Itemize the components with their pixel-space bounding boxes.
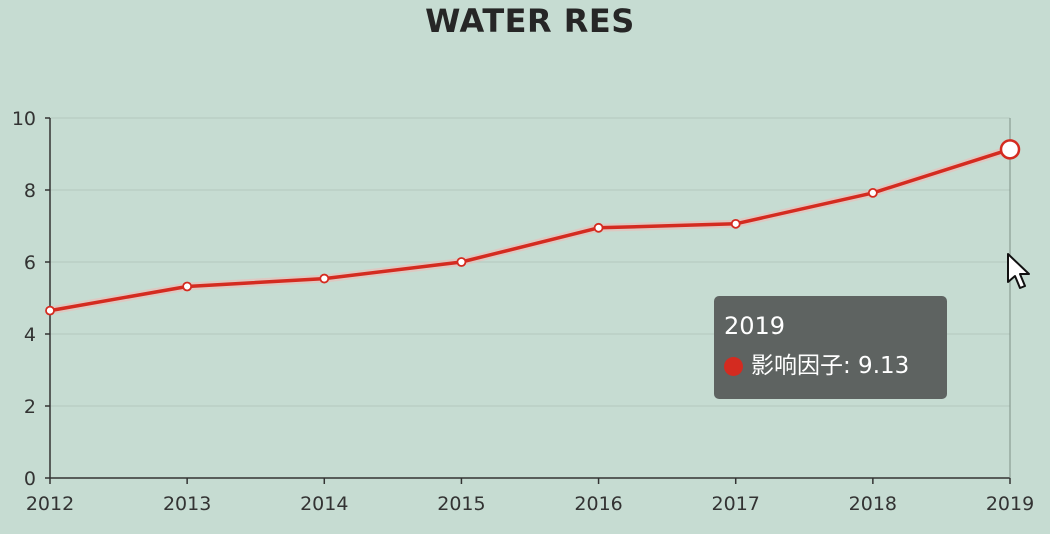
x-tick-label-2012: 2012 — [26, 493, 74, 515]
tooltip-series-marker — [724, 356, 743, 376]
y-tick-label-6: 6 — [24, 252, 36, 274]
chart-title: WATER RES — [425, 2, 635, 40]
data-points[interactable] — [45, 139, 1021, 316]
mouse-pointer-icon — [1007, 253, 1030, 289]
data-point-2013[interactable] — [182, 281, 193, 292]
data-point-2017[interactable] — [730, 218, 741, 229]
tooltip-row: 影响因子: 9.13 — [724, 350, 937, 382]
tooltip-series-value: 影响因子: 9.13 — [751, 353, 910, 379]
x-tick-label-2016: 2016 — [574, 493, 622, 515]
x-tick-label-2018: 2018 — [849, 493, 897, 515]
x-tick-labels: 2012 2013 2014 2015 2016 2017 2018 2019 — [26, 493, 1034, 515]
x-tick-label-2019: 2019 — [986, 493, 1034, 515]
data-point-2014[interactable] — [319, 273, 330, 284]
x-tick-label-2013: 2013 — [163, 493, 211, 515]
y-tick-label-2: 2 — [24, 396, 36, 418]
y-tick-labels: 0 2 4 6 8 10 — [12, 108, 36, 490]
y-tick-label-0: 0 — [24, 468, 36, 490]
x-tick-label-2017: 2017 — [712, 493, 760, 515]
data-point-2018[interactable] — [867, 187, 878, 198]
series-line[interactable] — [46, 145, 1014, 315]
y-tick-label-4: 4 — [24, 324, 36, 346]
y-tick-label-10: 10 — [12, 108, 36, 130]
grid-lines — [50, 117, 1010, 407]
y-tick-label-8: 8 — [24, 180, 36, 202]
x-tick-label-2015: 2015 — [437, 493, 485, 515]
tooltip-title: 2019 — [724, 312, 786, 340]
data-point-2016[interactable] — [593, 222, 604, 233]
data-point-2019[interactable] — [999, 139, 1021, 160]
data-point-2012[interactable] — [45, 305, 55, 316]
series-line-path[interactable] — [48, 147, 1012, 313]
axes — [45, 117, 1011, 484]
data-point-2015[interactable] — [456, 257, 467, 267]
x-tick-label-2014: 2014 — [300, 493, 348, 515]
tooltip: 2019 影响因子: 9.13 — [714, 296, 947, 399]
